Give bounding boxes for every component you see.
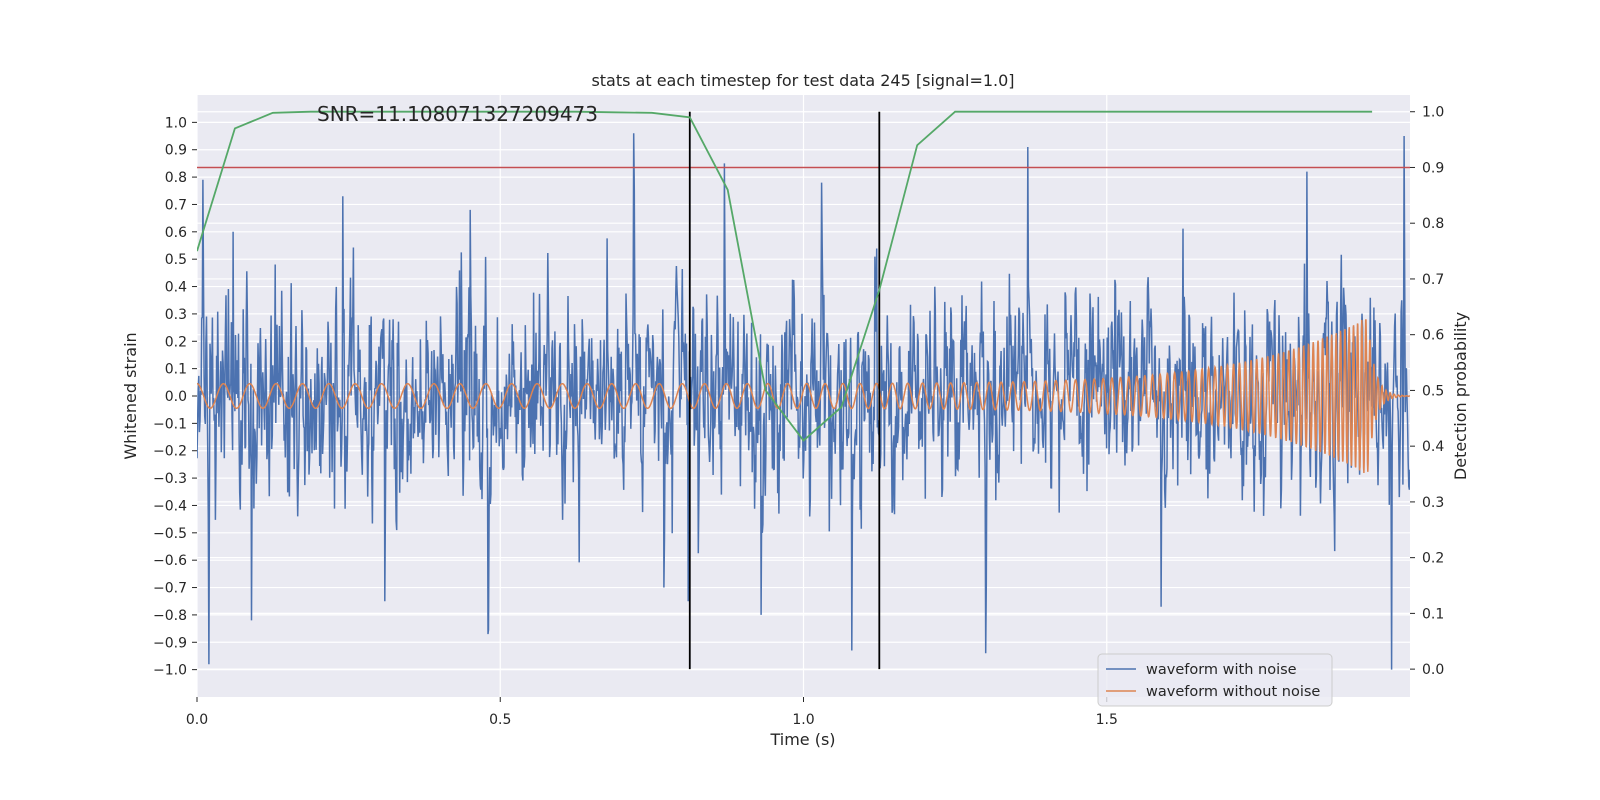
- y-tick-label: 0.3: [165, 307, 187, 323]
- y2-tick-label: 0.8: [1422, 216, 1444, 232]
- y-tick-label: 0.4: [165, 280, 187, 296]
- x-axis-ticks: 0.0 0.5 1.0 1.5: [186, 697, 1118, 728]
- x-tick-label: 1.5: [1096, 712, 1118, 728]
- legend: waveform with noise waveform without noi…: [1097, 653, 1333, 707]
- y-tick-label: 0.2: [165, 334, 187, 350]
- series-waveform-with-noise: [197, 133, 1410, 670]
- y-tick-label: 0.5: [165, 252, 187, 268]
- y-tick-label: −0.1: [153, 416, 187, 432]
- legend-label-clean: waveform without noise: [1146, 684, 1320, 700]
- y-tick-label: 0.9: [165, 143, 187, 159]
- y-tick-label: 1.0: [165, 115, 187, 131]
- legend-label-noise: waveform with noise: [1146, 662, 1297, 678]
- series-detection-probability: [197, 110, 1373, 442]
- y2-axis-label: Detection probability: [1451, 312, 1470, 480]
- y-tick-label: 0.8: [165, 170, 187, 186]
- y2-tick-label: 0.7: [1422, 272, 1444, 288]
- legend-box: [1097, 653, 1333, 707]
- y-tick-label: −0.7: [153, 581, 187, 597]
- y-tick-label: −0.4: [153, 498, 187, 514]
- y2-tick-label: 0.9: [1422, 160, 1444, 176]
- x-axis-label: Time (s): [769, 730, 835, 749]
- x-tick-label: 0.0: [186, 712, 208, 728]
- y-axis-ticks: 1.0 0.9 0.8 0.7 0.6 0.5 0.4 0.3 0.2 0.1 0.0 −0.1 −0.…: [153, 115, 197, 679]
- y-tick-label: −1.0: [153, 663, 187, 679]
- y-tick-label: −0.5: [153, 526, 187, 542]
- y-tick-label: −0.6: [153, 553, 187, 569]
- y-tick-label: 0.6: [165, 225, 187, 241]
- y2-tick-label: 0.2: [1422, 551, 1444, 567]
- y-tick-label: 0.0: [165, 389, 187, 405]
- y-tick-label: −0.2: [153, 444, 187, 460]
- y-tick-label: −0.8: [153, 608, 187, 624]
- snr-annotation: SNR=11.108071327209473: [317, 102, 598, 126]
- x-tick-label: 0.5: [489, 712, 511, 728]
- y2-tick-label: 0.4: [1422, 439, 1444, 455]
- x-tick-label: 1.0: [792, 712, 814, 728]
- y2-tick-label: 1.0: [1422, 105, 1444, 121]
- y2-tick-label: 0.1: [1422, 606, 1444, 622]
- series-waveform-without-noise: [197, 319, 1410, 474]
- chart-title: stats at each timestep for test data 245…: [591, 71, 1014, 90]
- plot-area: [197, 110, 1410, 670]
- y-axis-label: Whitened strain: [121, 332, 140, 459]
- y-tick-label: −0.3: [153, 471, 187, 487]
- y-tick-label: −0.9: [153, 635, 187, 651]
- y-tick-label: 0.7: [165, 197, 187, 213]
- y2-tick-label: 0.5: [1422, 383, 1444, 399]
- y2-tick-label: 0.3: [1422, 495, 1444, 511]
- marker-lines: [688, 111, 881, 670]
- y2-tick-label: 0.0: [1422, 662, 1444, 678]
- y-tick-label: 0.1: [165, 362, 187, 378]
- y2-axis-ticks: 1.0 0.9 0.8 0.7 0.6 0.5 0.4 0.3 0.2 0.1 0.0: [1410, 105, 1444, 678]
- y2-tick-label: 0.6: [1422, 328, 1444, 344]
